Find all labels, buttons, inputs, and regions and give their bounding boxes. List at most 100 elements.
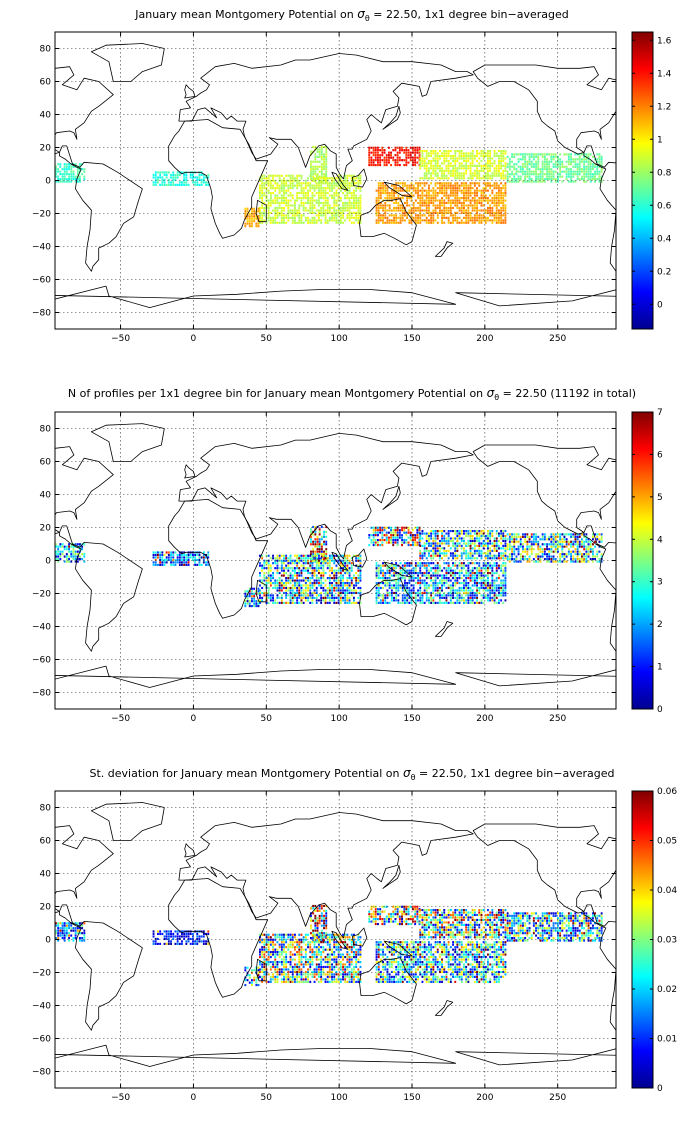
data-cell bbox=[592, 173, 594, 175]
data-cell bbox=[333, 195, 335, 197]
data-cell bbox=[261, 597, 263, 599]
data-cell bbox=[344, 182, 346, 184]
data-cell bbox=[266, 562, 268, 564]
data-cell bbox=[448, 537, 450, 539]
data-cell bbox=[481, 219, 483, 221]
data-cell bbox=[349, 217, 351, 219]
data-cell bbox=[529, 556, 531, 558]
data-cell bbox=[435, 182, 437, 184]
data-cell bbox=[351, 195, 353, 197]
data-cell bbox=[283, 177, 285, 179]
data-cell bbox=[520, 561, 522, 563]
data-cell bbox=[500, 190, 502, 192]
data-cell bbox=[387, 589, 389, 591]
data-cell bbox=[472, 217, 474, 219]
data-cell bbox=[309, 584, 311, 586]
data-cell bbox=[520, 153, 522, 155]
data-cell bbox=[454, 542, 456, 544]
data-cell bbox=[465, 162, 467, 164]
data-cell bbox=[384, 214, 386, 216]
data-cell bbox=[472, 557, 474, 559]
data-cell bbox=[268, 565, 270, 567]
data-cell bbox=[441, 530, 443, 532]
data-cell bbox=[502, 533, 504, 535]
data-cell bbox=[336, 222, 338, 224]
data-cell bbox=[485, 535, 487, 537]
data-cell bbox=[461, 209, 463, 211]
data-cell bbox=[261, 565, 263, 567]
data-cell bbox=[317, 536, 319, 538]
data-cell bbox=[422, 204, 424, 206]
data-cell bbox=[292, 177, 294, 179]
data-cell bbox=[441, 170, 443, 172]
data-cell bbox=[346, 577, 348, 579]
data-cell bbox=[381, 542, 383, 544]
data-cell bbox=[392, 534, 394, 536]
data-cell bbox=[414, 149, 416, 151]
data-cell bbox=[450, 157, 452, 159]
data-cell bbox=[443, 152, 445, 154]
data-cell bbox=[426, 167, 428, 169]
data-cell bbox=[513, 548, 515, 550]
data-cell bbox=[437, 192, 439, 194]
data-cell bbox=[274, 207, 276, 209]
data-cell bbox=[500, 555, 502, 557]
data-cell bbox=[395, 532, 397, 534]
data-cell bbox=[294, 572, 296, 574]
data-cell bbox=[507, 546, 509, 548]
data-cell bbox=[419, 537, 421, 539]
data-cell bbox=[456, 222, 458, 224]
data-cell bbox=[559, 536, 561, 538]
data-cell bbox=[522, 166, 524, 168]
data-cell bbox=[317, 148, 319, 150]
data-cell bbox=[251, 600, 253, 602]
data-cell bbox=[320, 565, 322, 567]
data-cell bbox=[357, 587, 359, 589]
data-cell bbox=[511, 538, 513, 540]
data-cell bbox=[483, 170, 485, 172]
data-cell bbox=[496, 545, 498, 547]
data-cell bbox=[456, 535, 458, 537]
data-cell bbox=[588, 556, 590, 558]
data-cell bbox=[518, 166, 520, 168]
data-cell bbox=[448, 530, 450, 532]
data-cell bbox=[544, 166, 546, 168]
data-cell bbox=[249, 593, 251, 595]
data-cell bbox=[310, 161, 312, 163]
data-cell bbox=[73, 551, 75, 553]
data-cell bbox=[585, 176, 587, 178]
data-cell bbox=[294, 209, 296, 211]
data-cell bbox=[465, 195, 467, 197]
data-cell bbox=[533, 171, 535, 173]
data-cell bbox=[403, 159, 405, 161]
data-cell bbox=[594, 166, 596, 168]
data-cell bbox=[272, 597, 274, 599]
data-cell bbox=[287, 204, 289, 206]
data-cell bbox=[274, 582, 276, 584]
data-cell bbox=[548, 153, 550, 155]
data-cell bbox=[544, 536, 546, 538]
data-cell bbox=[346, 209, 348, 211]
data-cell bbox=[559, 163, 561, 165]
data-cell bbox=[577, 171, 579, 173]
data-cell bbox=[402, 182, 404, 184]
data-cell bbox=[441, 167, 443, 169]
data-cell bbox=[258, 208, 260, 210]
data-cell bbox=[402, 597, 404, 599]
data-cell bbox=[320, 557, 322, 559]
data-cell bbox=[489, 535, 491, 537]
data-cell bbox=[548, 176, 550, 178]
data-cell bbox=[384, 157, 386, 159]
data-cell bbox=[292, 584, 294, 586]
data-cell bbox=[500, 200, 502, 202]
data-cell bbox=[380, 214, 382, 216]
data-cell bbox=[520, 538, 522, 540]
data-cell bbox=[170, 556, 172, 558]
data-cell bbox=[406, 582, 408, 584]
data-cell bbox=[253, 593, 255, 595]
data-cell bbox=[294, 177, 296, 179]
data-cell bbox=[448, 550, 450, 552]
data-cell bbox=[281, 582, 283, 584]
data-cell bbox=[312, 195, 314, 197]
data-cell bbox=[476, 195, 478, 197]
